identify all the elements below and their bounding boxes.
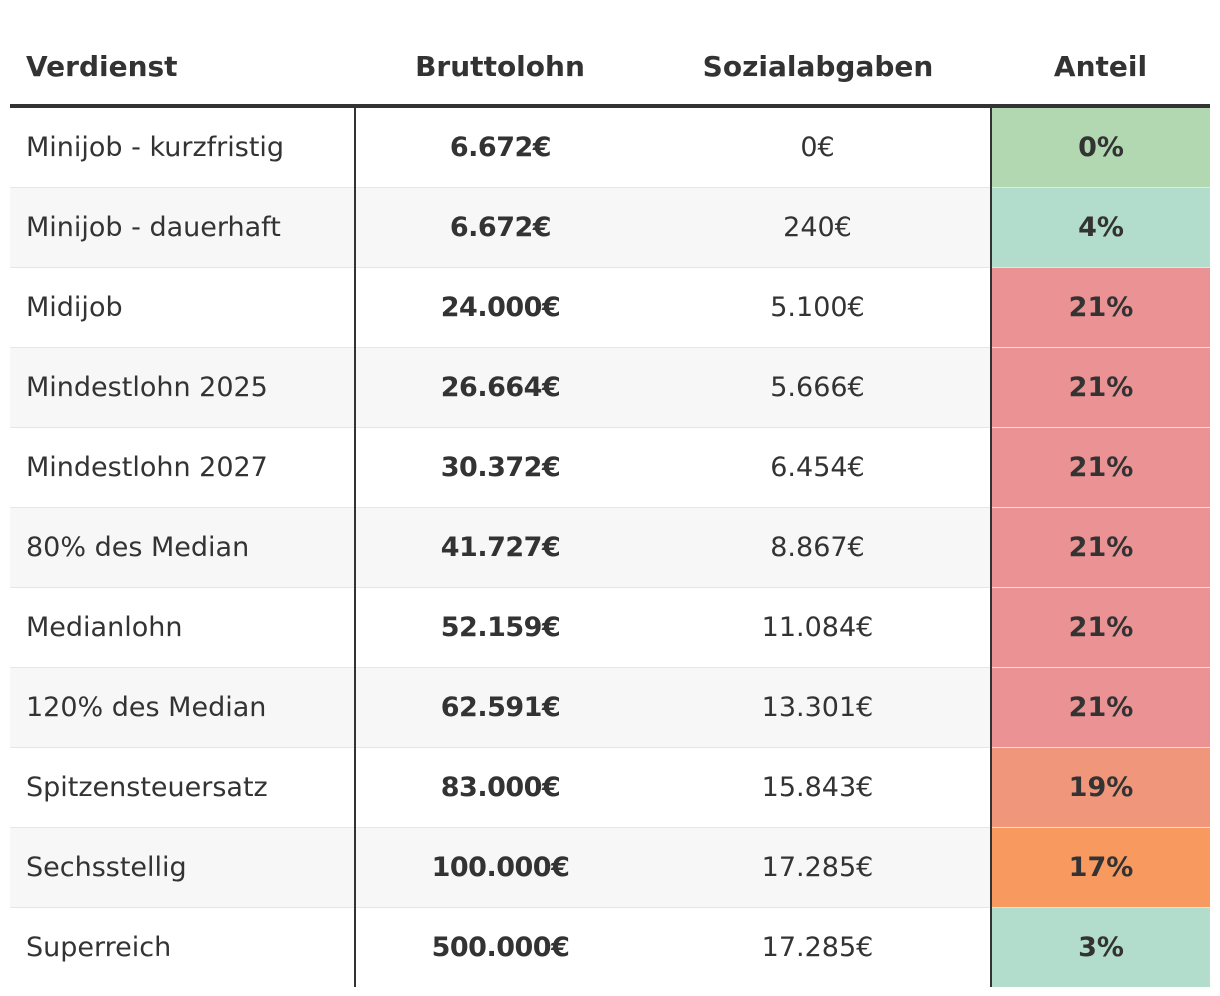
cell-sozialabgaben: 17.285€ [645, 907, 992, 987]
cell-bruttolohn: 26.664€ [355, 347, 645, 428]
cell-bruttolohn: 6.672€ [355, 106, 645, 188]
cell-verdienst: 120% des Median [10, 667, 356, 748]
cell-bruttolohn: 6.672€ [355, 187, 645, 268]
cell-anteil: 21% [991, 587, 1210, 668]
cell-sozialabgaben: 11.084€ [645, 587, 992, 668]
cell-verdienst: Medianlohn [10, 587, 356, 668]
cell-bruttolohn: 62.591€ [355, 667, 645, 748]
cell-sozialabgaben: 5.100€ [645, 267, 992, 348]
cell-anteil: 21% [991, 347, 1210, 428]
cell-anteil: 21% [991, 427, 1210, 508]
cell-sozialabgaben: 0€ [645, 106, 992, 188]
cell-verdienst: Spitzensteuersatz [10, 747, 356, 828]
header-row: Verdienst Bruttolohn Sozialabgaben Antei… [10, 28, 1210, 108]
table-row: Superreich 500.000€ 17.285€ 3% [10, 907, 1210, 987]
table-row: Sechsstellig 100.000€ 17.285€ 17% [10, 827, 1210, 908]
cell-verdienst: Minijob - kurzfristig [10, 106, 356, 188]
cell-bruttolohn: 24.000€ [355, 267, 645, 348]
cell-sozialabgaben: 5.666€ [645, 347, 992, 428]
table-header: Verdienst Bruttolohn Sozialabgaben Antei… [10, 28, 1210, 108]
header-anteil: Anteil [991, 28, 1210, 108]
cell-anteil: 4% [991, 187, 1210, 268]
cell-bruttolohn: 41.727€ [355, 507, 645, 588]
header-verdienst: Verdienst [10, 28, 355, 108]
cell-sozialabgaben: 15.843€ [645, 747, 992, 828]
cell-bruttolohn: 500.000€ [431, 932, 570, 963]
cell-verdienst: Sechsstellig [10, 827, 356, 908]
income-table: Verdienst Bruttolohn Sozialabgaben Antei… [10, 28, 1210, 987]
table-row: 120% des Median 62.591€ 13.301€ 21% [10, 667, 1210, 748]
table-row: 80% des Median 41.727€ 8.867€ 21% [10, 507, 1210, 588]
cell-anteil: 21% [991, 507, 1210, 588]
header-sozialabgaben: Sozialabgaben [645, 28, 991, 108]
table-body: Minijob - kurzfristig 6.672€ 0€ 0% Minijob -… [10, 106, 1210, 987]
cell-verdienst: Mindestlohn 2027 [10, 427, 356, 508]
table-row: Spitzensteuersatz 83.000€ 15.843€ 19% [10, 747, 1210, 828]
table-row: Minijob - kurzfristig 6.672€ 0€ 0% [10, 106, 1210, 188]
table-row: Mindestlohn 2025 26.664€ 5.666€ 21% [10, 347, 1210, 428]
cell-anteil: 17% [991, 827, 1210, 908]
cell-verdienst: Midijob [10, 267, 356, 348]
cell-sozialabgaben: 240€ [645, 187, 992, 268]
cell-verdienst: Mindestlohn 2025 [10, 347, 356, 428]
cell-sozialabgaben: 17.285€ [645, 827, 992, 908]
cell-verdienst: Minijob - dauerhaft [10, 187, 356, 268]
table-row: Midijob 24.000€ 5.100€ 21% [10, 267, 1210, 348]
cell-anteil: 3% [991, 907, 1210, 987]
cell-verdienst: Superreich [10, 907, 356, 987]
table-row: Medianlohn 52.159€ 11.084€ 21% [10, 587, 1210, 668]
table-row: Minijob - dauerhaft 6.672€ 240€ 4% [10, 187, 1210, 268]
cell-bruttolohn: 100.000€ [355, 827, 645, 908]
cell-bruttolohn: 52.159€ [355, 587, 645, 668]
header-bruttolohn: Bruttolohn [355, 28, 645, 108]
cell-sozialabgaben: 6.454€ [645, 427, 992, 508]
cell-anteil: 21% [991, 667, 1210, 748]
cell-anteil: 19% [991, 747, 1210, 828]
cell-sozialabgaben: 13.301€ [645, 667, 992, 748]
table-row: Mindestlohn 2027 30.372€ 6.454€ 21% [10, 427, 1210, 508]
cell-anteil: 0% [991, 106, 1210, 188]
cell-bruttolohn: 83.000€ [355, 747, 645, 828]
cell-anteil: 21% [991, 267, 1210, 348]
cell-verdienst: 80% des Median [10, 507, 356, 588]
cell-sozialabgaben: 8.867€ [645, 507, 992, 588]
income-table-container: Verdienst Bruttolohn Sozialabgaben Antei… [10, 28, 1210, 987]
cell-bruttolohn: 30.372€ [355, 427, 645, 508]
